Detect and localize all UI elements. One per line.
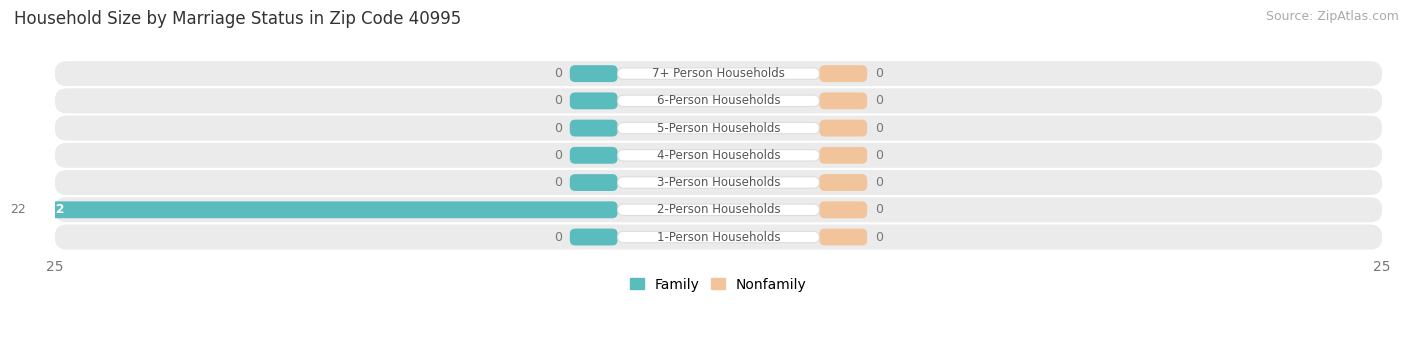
Text: 22: 22 <box>10 203 25 216</box>
FancyBboxPatch shape <box>34 201 617 218</box>
FancyBboxPatch shape <box>569 228 617 246</box>
Text: 0: 0 <box>875 231 883 243</box>
Text: 22: 22 <box>46 203 65 216</box>
FancyBboxPatch shape <box>55 197 1382 222</box>
Text: 0: 0 <box>875 149 883 162</box>
FancyBboxPatch shape <box>617 68 820 79</box>
Text: 0: 0 <box>875 94 883 107</box>
FancyBboxPatch shape <box>55 88 1382 113</box>
Text: 0: 0 <box>875 203 883 216</box>
Text: 0: 0 <box>554 231 562 243</box>
Text: 0: 0 <box>875 67 883 80</box>
FancyBboxPatch shape <box>617 150 820 161</box>
FancyBboxPatch shape <box>55 224 1382 250</box>
Text: Household Size by Marriage Status in Zip Code 40995: Household Size by Marriage Status in Zip… <box>14 10 461 28</box>
Text: 0: 0 <box>554 94 562 107</box>
Text: 1-Person Households: 1-Person Households <box>657 231 780 243</box>
FancyBboxPatch shape <box>820 174 868 191</box>
FancyBboxPatch shape <box>55 116 1382 140</box>
Text: 0: 0 <box>875 122 883 135</box>
FancyBboxPatch shape <box>55 170 1382 195</box>
Text: 5-Person Households: 5-Person Households <box>657 122 780 135</box>
FancyBboxPatch shape <box>55 143 1382 168</box>
FancyBboxPatch shape <box>617 204 820 216</box>
FancyBboxPatch shape <box>617 95 820 107</box>
FancyBboxPatch shape <box>569 120 617 136</box>
FancyBboxPatch shape <box>617 122 820 134</box>
FancyBboxPatch shape <box>820 147 868 164</box>
FancyBboxPatch shape <box>569 65 617 82</box>
FancyBboxPatch shape <box>569 174 617 191</box>
FancyBboxPatch shape <box>820 65 868 82</box>
FancyBboxPatch shape <box>617 231 820 243</box>
Text: 0: 0 <box>554 176 562 189</box>
Text: 6-Person Households: 6-Person Households <box>657 94 780 107</box>
Text: 2-Person Households: 2-Person Households <box>657 203 780 216</box>
Legend: Family, Nonfamily: Family, Nonfamily <box>630 278 807 292</box>
FancyBboxPatch shape <box>820 120 868 136</box>
Text: 0: 0 <box>554 122 562 135</box>
FancyBboxPatch shape <box>820 201 868 218</box>
Text: 0: 0 <box>554 149 562 162</box>
Text: Source: ZipAtlas.com: Source: ZipAtlas.com <box>1265 10 1399 23</box>
FancyBboxPatch shape <box>617 177 820 188</box>
FancyBboxPatch shape <box>569 147 617 164</box>
FancyBboxPatch shape <box>820 228 868 246</box>
Text: 4-Person Households: 4-Person Households <box>657 149 780 162</box>
FancyBboxPatch shape <box>820 92 868 109</box>
Text: 0: 0 <box>554 67 562 80</box>
FancyBboxPatch shape <box>55 61 1382 86</box>
Text: 3-Person Households: 3-Person Households <box>657 176 780 189</box>
Text: 0: 0 <box>875 176 883 189</box>
FancyBboxPatch shape <box>569 92 617 109</box>
Text: 7+ Person Households: 7+ Person Households <box>652 67 785 80</box>
